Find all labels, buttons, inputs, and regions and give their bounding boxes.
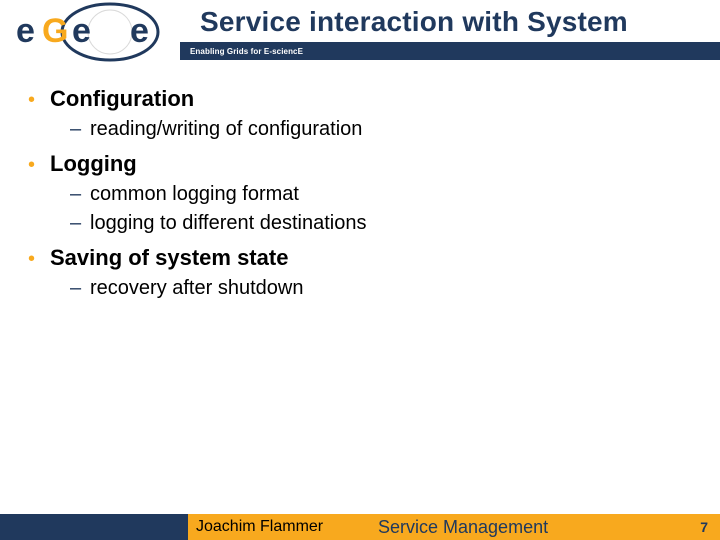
bullet-icon: • xyxy=(28,249,50,269)
sub-label: reading/writing of configuration xyxy=(90,118,362,141)
dash-icon: – xyxy=(70,184,90,204)
footer-author: Joachim Flammer xyxy=(196,514,333,540)
egee-logo: e G e e xyxy=(6,2,176,62)
footer-blue-block xyxy=(0,514,188,540)
slide: e G e e Service interaction with System … xyxy=(0,0,720,540)
dash-icon: – xyxy=(70,119,90,139)
svg-text:e: e xyxy=(72,12,91,50)
footer-title: Service Management xyxy=(378,514,548,540)
dash-icon: – xyxy=(70,213,90,233)
bullet-lvl1: • Saving of system state xyxy=(28,245,700,271)
bullet-icon: • xyxy=(28,155,50,175)
svg-text:e: e xyxy=(16,12,35,50)
header: e G e e Service interaction with System … xyxy=(0,0,720,62)
sub-label: recovery after shutdown xyxy=(90,277,303,300)
header-bar: Enabling Grids for E-sciencE xyxy=(180,42,720,60)
page-number: 7 xyxy=(700,514,708,540)
bullet-label: Configuration xyxy=(50,86,194,112)
bullet-label: Saving of system state xyxy=(50,245,288,271)
bullet-label: Logging xyxy=(50,151,137,177)
slide-title: Service interaction with System xyxy=(200,6,712,38)
dash-icon: – xyxy=(70,278,90,298)
bullet-lvl1: • Logging xyxy=(28,151,700,177)
bullet-lvl2: – recovery after shutdown xyxy=(70,277,700,300)
bullet-lvl1: • Configuration xyxy=(28,86,700,112)
footer: Joachim Flammer Service Management 7 xyxy=(0,514,720,540)
svg-text:e: e xyxy=(130,12,149,50)
bullet-lvl2: – reading/writing of configuration xyxy=(70,118,700,141)
bullet-lvl2: – common logging format xyxy=(70,183,700,206)
tagline: Enabling Grids for E-sciencE xyxy=(190,47,303,56)
svg-text:G: G xyxy=(42,12,68,50)
content-area: • Configuration – reading/writing of con… xyxy=(28,82,700,300)
sub-label: logging to different destinations xyxy=(90,212,367,235)
bullet-lvl2: – logging to different destinations xyxy=(70,212,700,235)
bullet-icon: • xyxy=(28,90,50,110)
sub-label: common logging format xyxy=(90,183,299,206)
